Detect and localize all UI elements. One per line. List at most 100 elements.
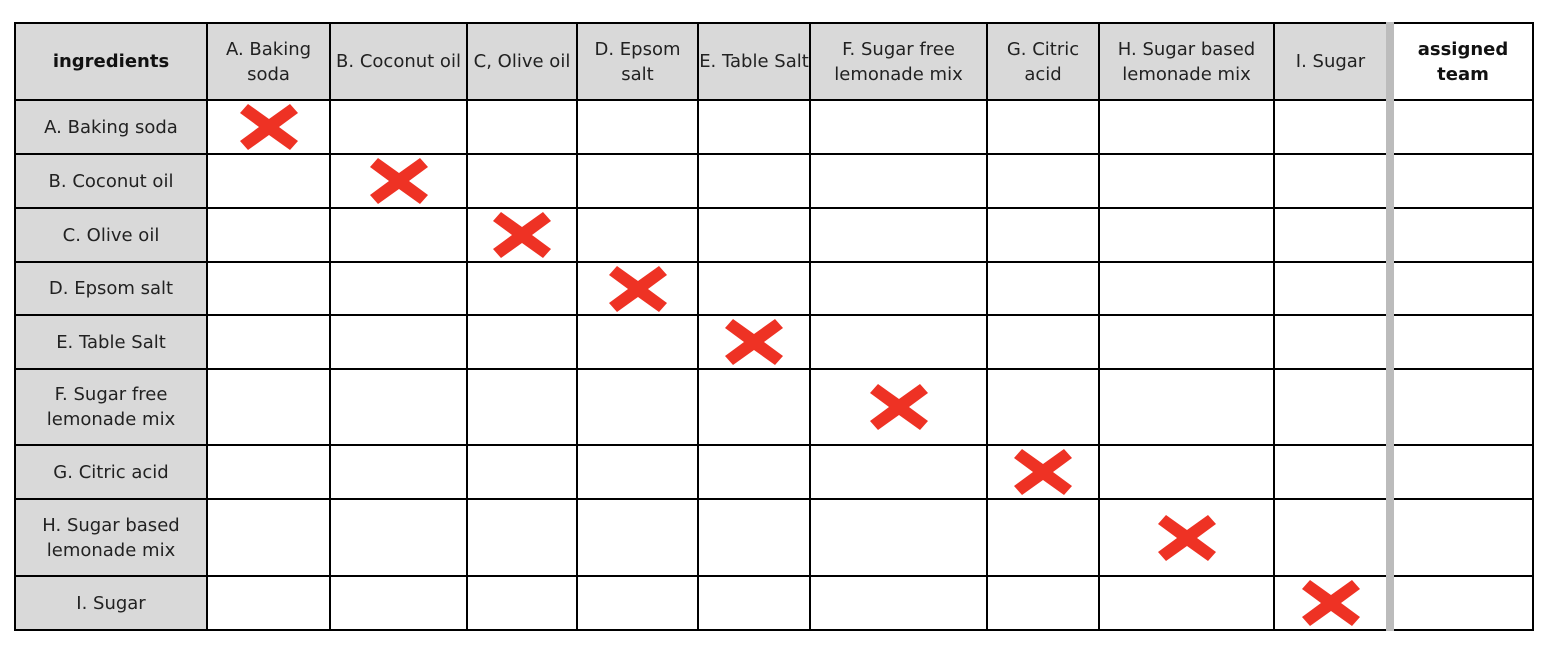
red-x-icon [239, 104, 298, 150]
row-header: B. Coconut oil [14, 153, 208, 209]
assigned-team-cell[interactable] [1386, 498, 1534, 577]
table-row: A. Baking soda [14, 99, 1534, 155]
ingredient-pairing-table: ingredients A. Baking soda B. Coconut oil C… [14, 22, 1534, 631]
assigned-team-cell[interactable] [1386, 444, 1534, 500]
table-row: F. Sugar free lemonade mix [14, 368, 1534, 446]
pair-cell[interactable] [809, 153, 988, 209]
pair-cell[interactable] [1273, 314, 1391, 370]
assigned-team-cell[interactable] [1386, 153, 1534, 209]
pair-cell[interactable] [986, 444, 1100, 500]
pair-cell[interactable] [1273, 207, 1391, 263]
pair-cell[interactable] [466, 444, 578, 500]
pair-cell[interactable] [809, 207, 988, 263]
pair-cell[interactable] [697, 99, 811, 155]
pair-cell[interactable] [206, 99, 331, 155]
pair-cell[interactable] [329, 261, 468, 316]
pair-cell[interactable] [329, 498, 468, 577]
pair-cell[interactable] [466, 153, 578, 209]
pair-cell[interactable] [206, 575, 331, 631]
pair-cell[interactable] [697, 153, 811, 209]
pair-cell[interactable] [329, 153, 468, 209]
pair-cell[interactable] [329, 368, 468, 446]
pair-cell[interactable] [986, 207, 1100, 263]
pair-cell[interactable] [206, 153, 331, 209]
pair-cell[interactable] [1273, 261, 1391, 316]
pair-cell[interactable] [329, 314, 468, 370]
pair-cell[interactable] [576, 153, 699, 209]
pair-cell[interactable] [206, 368, 331, 446]
assigned-team-cell[interactable] [1386, 99, 1534, 155]
pair-cell[interactable] [576, 498, 699, 577]
pair-cell[interactable] [809, 261, 988, 316]
pair-cell[interactable] [576, 314, 699, 370]
pair-cell[interactable] [466, 99, 578, 155]
pair-cell[interactable] [329, 207, 468, 263]
pair-cell[interactable] [329, 444, 468, 500]
column-header: B. Coconut oil [329, 22, 468, 101]
pair-cell[interactable] [809, 314, 988, 370]
pair-cell[interactable] [986, 153, 1100, 209]
pair-cell[interactable] [697, 368, 811, 446]
pair-cell[interactable] [809, 99, 988, 155]
pair-cell[interactable] [986, 261, 1100, 316]
pair-cell[interactable] [809, 575, 988, 631]
pair-cell[interactable] [1098, 99, 1275, 155]
pair-cell[interactable] [466, 314, 578, 370]
pair-cell[interactable] [206, 498, 331, 577]
pair-cell[interactable] [1273, 575, 1391, 631]
pair-cell[interactable] [697, 575, 811, 631]
assigned-team-cell[interactable] [1386, 368, 1534, 446]
pair-cell[interactable] [576, 207, 699, 263]
pair-cell[interactable] [466, 498, 578, 577]
assigned-team-cell[interactable] [1386, 575, 1534, 631]
assigned-team-cell[interactable] [1386, 314, 1534, 370]
red-x-icon [608, 265, 667, 312]
pair-cell[interactable] [576, 575, 699, 631]
pair-cell[interactable] [809, 498, 988, 577]
pair-cell[interactable] [1273, 498, 1391, 577]
row-header: C. Olive oil [14, 207, 208, 263]
assigned-team-cell[interactable] [1386, 207, 1534, 263]
column-header: C, Olive oil [466, 22, 578, 101]
pair-cell[interactable] [809, 368, 988, 446]
pair-cell[interactable] [986, 99, 1100, 155]
pair-cell[interactable] [466, 368, 578, 446]
pair-cell[interactable] [466, 261, 578, 316]
pair-cell[interactable] [466, 575, 578, 631]
pair-cell[interactable] [1098, 314, 1275, 370]
pair-cell[interactable] [986, 575, 1100, 631]
pair-cell[interactable] [576, 444, 699, 500]
pair-cell[interactable] [1273, 444, 1391, 500]
pair-cell[interactable] [986, 368, 1100, 446]
pair-cell[interactable] [1098, 575, 1275, 631]
pair-cell[interactable] [576, 261, 699, 316]
pair-cell[interactable] [697, 444, 811, 500]
pair-cell[interactable] [809, 444, 988, 500]
pair-cell[interactable] [1098, 368, 1275, 446]
pair-cell[interactable] [576, 99, 699, 155]
pair-cell[interactable] [206, 314, 331, 370]
pair-cell[interactable] [1098, 444, 1275, 500]
pair-cell[interactable] [466, 207, 578, 263]
pair-cell[interactable] [1098, 498, 1275, 577]
pair-cell[interactable] [1273, 368, 1391, 446]
column-header: E. Table Salt [697, 22, 811, 101]
pair-cell[interactable] [1098, 207, 1275, 263]
pair-cell[interactable] [697, 314, 811, 370]
pair-cell[interactable] [1273, 153, 1391, 209]
pair-cell[interactable] [986, 314, 1100, 370]
pair-cell[interactable] [206, 207, 331, 263]
pair-cell[interactable] [576, 368, 699, 446]
pair-cell[interactable] [697, 498, 811, 577]
pair-cell[interactable] [206, 261, 331, 316]
pair-cell[interactable] [1098, 261, 1275, 316]
pair-cell[interactable] [1273, 99, 1391, 155]
assigned-team-cell[interactable] [1386, 261, 1534, 316]
pair-cell[interactable] [1098, 153, 1275, 209]
pair-cell[interactable] [697, 261, 811, 316]
pair-cell[interactable] [329, 99, 468, 155]
pair-cell[interactable] [697, 207, 811, 263]
pair-cell[interactable] [986, 498, 1100, 577]
pair-cell[interactable] [329, 575, 468, 631]
pair-cell[interactable] [206, 444, 331, 500]
